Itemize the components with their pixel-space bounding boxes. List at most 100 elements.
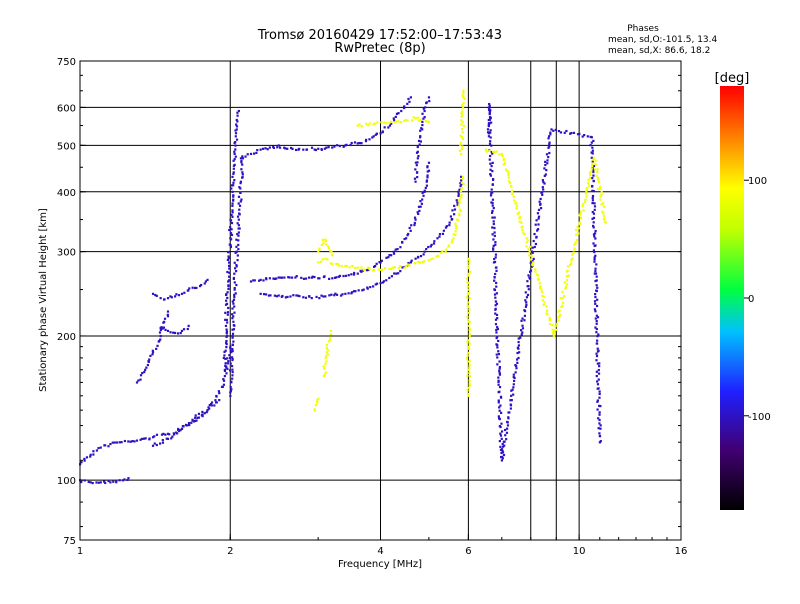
data-point	[501, 442, 504, 446]
data-point	[227, 360, 230, 363]
data-point	[195, 419, 198, 422]
data-point	[266, 148, 269, 151]
data-point	[596, 399, 599, 402]
data-point	[460, 152, 463, 156]
data-point	[178, 429, 181, 433]
data-point	[218, 399, 221, 402]
data-point	[579, 210, 583, 213]
data-point	[381, 130, 384, 133]
data-point	[118, 441, 121, 444]
data-point	[491, 202, 494, 205]
data-point	[492, 247, 495, 250]
colorbar-tick-label: 100	[748, 176, 767, 187]
data-point	[231, 204, 234, 207]
data-point	[92, 453, 95, 456]
data-point	[571, 253, 574, 256]
data-point	[466, 285, 470, 288]
data-point	[468, 375, 472, 378]
x-tick-label: 2	[227, 546, 233, 557]
data-point	[445, 225, 448, 228]
data-point	[491, 198, 495, 201]
data-point	[525, 296, 529, 299]
data-point	[466, 360, 469, 363]
data-point	[426, 120, 429, 123]
data-point	[356, 124, 359, 127]
data-point	[290, 276, 294, 279]
data-point	[502, 158, 505, 161]
data-point	[520, 329, 523, 332]
data-point	[544, 173, 547, 176]
data-point	[429, 258, 432, 261]
data-point	[214, 399, 217, 402]
data-point	[159, 334, 162, 338]
data-point	[462, 92, 465, 95]
data-point	[519, 336, 522, 339]
data-point	[104, 481, 107, 485]
data-point	[235, 270, 238, 273]
data-point	[180, 427, 184, 431]
data-point	[592, 179, 595, 183]
data-point	[458, 199, 461, 203]
data-point	[512, 393, 515, 396]
data-point	[490, 164, 493, 168]
data-point	[488, 112, 491, 115]
data-point	[548, 319, 551, 322]
data-point	[489, 154, 492, 158]
data-point	[239, 182, 242, 185]
data-point	[143, 370, 146, 374]
data-point	[289, 146, 293, 150]
data-point	[520, 319, 523, 322]
data-point	[297, 294, 300, 297]
data-point	[591, 185, 594, 188]
data-point	[558, 309, 561, 312]
data-point	[561, 296, 564, 300]
data-point	[600, 203, 603, 206]
data-point	[406, 263, 409, 266]
data-point	[498, 370, 501, 373]
data-point	[468, 382, 471, 385]
data-point	[322, 374, 326, 378]
data-point	[223, 354, 226, 357]
data-point	[538, 200, 541, 203]
data-point	[432, 257, 435, 260]
data-point	[467, 386, 470, 389]
data-point	[419, 118, 422, 121]
data-point	[594, 272, 598, 275]
data-point	[536, 228, 540, 231]
data-point	[531, 251, 534, 254]
data-point	[237, 195, 241, 198]
data-point	[468, 259, 471, 262]
data-point	[241, 155, 244, 158]
data-point	[491, 178, 495, 182]
data-point	[438, 235, 441, 238]
data-point	[235, 265, 238, 268]
data-point	[585, 195, 588, 198]
data-point	[554, 128, 557, 131]
data-point	[241, 171, 244, 174]
data-point	[563, 281, 566, 284]
data-point	[169, 331, 172, 334]
data-point	[269, 294, 272, 297]
data-point	[592, 249, 595, 252]
data-point	[234, 148, 237, 151]
data-point	[467, 288, 470, 291]
data-point	[585, 188, 588, 191]
data-point	[249, 152, 253, 156]
data-point	[329, 336, 332, 339]
data-point	[168, 433, 171, 436]
data-point	[579, 216, 583, 220]
data-point	[451, 218, 454, 221]
data-point	[416, 157, 419, 160]
data-point	[597, 368, 600, 372]
data-point	[517, 337, 520, 340]
data-point	[161, 327, 164, 330]
data-point	[524, 305, 528, 308]
data-point	[499, 448, 503, 452]
data-point	[467, 264, 470, 267]
data-point	[354, 290, 357, 293]
data-point	[383, 121, 386, 124]
data-point	[224, 311, 227, 314]
data-point	[232, 315, 235, 318]
data-point	[452, 213, 456, 216]
data-point	[147, 360, 150, 363]
